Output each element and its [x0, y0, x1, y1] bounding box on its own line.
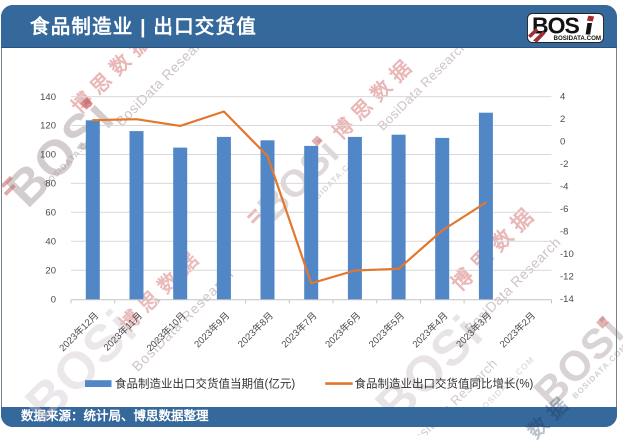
svg-text:20: 20 [45, 265, 56, 276]
svg-text:2023年5月: 2023年5月 [366, 310, 407, 351]
svg-text:2023年2月: 2023年2月 [497, 310, 538, 351]
svg-text:0: 0 [51, 294, 56, 305]
svg-text:2023年4月: 2023年4月 [410, 310, 451, 351]
svg-text:60: 60 [45, 208, 56, 219]
svg-text:-12: -12 [560, 272, 574, 283]
svg-text:食品制造业出口交货值同比增长(%): 食品制造业出口交货值同比增长(%) [355, 377, 534, 391]
svg-text:0: 0 [560, 137, 565, 148]
svg-text:80: 80 [45, 179, 56, 190]
svg-text:2023年11月: 2023年11月 [101, 310, 145, 354]
svg-text:140: 140 [40, 92, 56, 103]
svg-text:120: 120 [40, 121, 56, 132]
svg-text:4: 4 [560, 92, 565, 103]
svg-text:-4: -4 [560, 182, 568, 193]
svg-text:-14: -14 [560, 294, 574, 305]
svg-text:-8: -8 [560, 227, 568, 238]
svg-text:2: 2 [560, 114, 565, 125]
svg-text:食品制造业出口交货值当期值(亿元): 食品制造业出口交货值当期值(亿元) [115, 377, 295, 391]
svg-text:2023年10月: 2023年10月 [144, 310, 188, 354]
svg-text:2023年9月: 2023年9月 [192, 310, 233, 351]
svg-text:2023年6月: 2023年6月 [323, 310, 364, 351]
svg-text:40: 40 [45, 236, 56, 247]
svg-text:2023年3月: 2023年3月 [454, 310, 495, 351]
svg-text:-10: -10 [560, 249, 574, 260]
svg-text:-6: -6 [560, 204, 568, 215]
svg-text:-2: -2 [560, 159, 568, 170]
svg-text:2023年8月: 2023年8月 [235, 310, 276, 351]
svg-text:2023年7月: 2023年7月 [279, 310, 320, 351]
svg-text:BOSIDATA.COM: BOSIDATA.COM [554, 35, 602, 42]
svg-text:2023年12月: 2023年12月 [57, 310, 101, 354]
svg-text:100: 100 [40, 150, 56, 161]
